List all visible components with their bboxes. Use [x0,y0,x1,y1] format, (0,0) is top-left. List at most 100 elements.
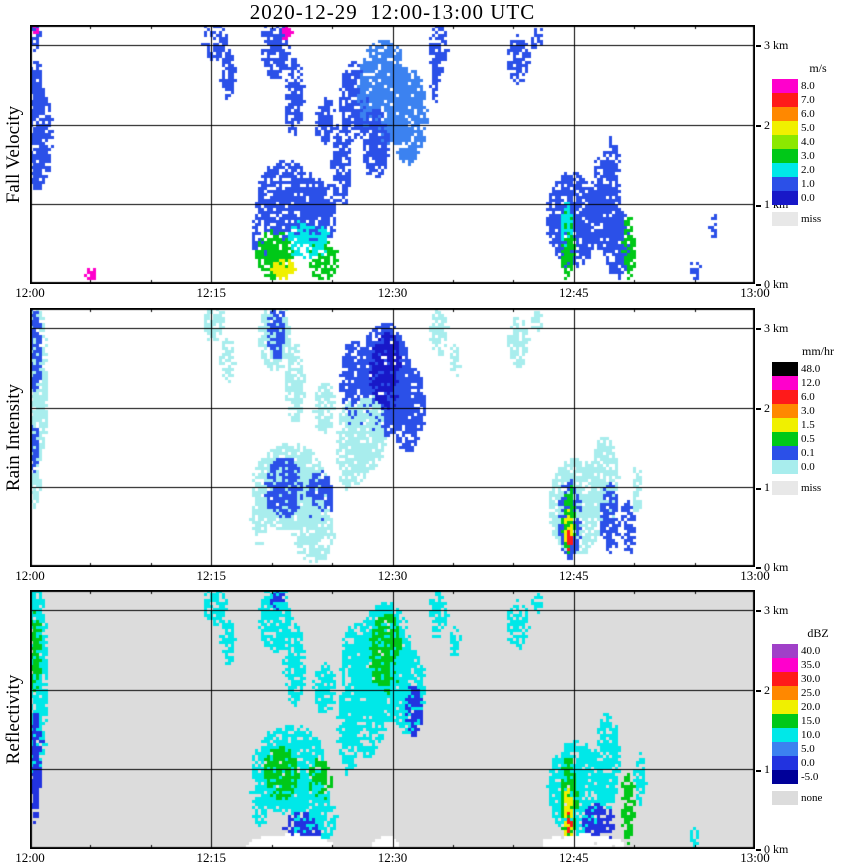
legend-color-swatch [772,481,798,495]
legend-color-swatch [772,770,798,784]
legend-entry: miss [772,481,850,495]
legend-value-label: 15.0 [801,715,821,727]
legend-value-label: 10.0 [801,729,821,741]
legend-value-label: -5.0 [801,771,819,783]
legend-entry: 0.5 [772,432,850,446]
legend-color-swatch [772,177,798,191]
time-tick-label: 12:45 [558,568,589,583]
legend-value-label: 0.5 [801,433,815,445]
legend-entry: 15.0 [772,714,850,728]
legend-value-label: 0.0 [801,461,815,473]
legend-value-label: 0.0 [801,757,815,769]
legend-color-swatch [772,404,798,418]
legend-color-swatch [772,135,798,149]
legend-value-label: 5.0 [801,743,815,755]
legend-entry: 40.0 [772,644,850,658]
legend-value-label: none [801,792,823,804]
legend-entry: 0.1 [772,446,850,460]
legend-entry: 5.0 [772,742,850,756]
legend-entry: 30.0 [772,672,850,686]
rain-intensity-plot-canvas [30,308,755,567]
legend-unit-label: dBZ [807,626,829,640]
legend-value-label: 5.0 [801,122,815,134]
legend-color-swatch [772,79,798,93]
legend-color-swatch [772,432,798,446]
legend-value-label: 1.0 [801,178,815,190]
legend-entry: 6.0 [772,390,850,404]
legend-color-swatch [772,658,798,672]
legend-color-swatch [772,418,798,432]
legend-value-label: 3.0 [801,150,815,162]
rain-intensity-legend: mm/hr 48.0 12.0 6.0 3.0 1.5 0.5 0.1 0.0 miss [772,344,850,495]
time-axis-labels: 12:00 12:15 12:30 12:45 13:00 [15,568,770,584]
legend-value-label: 30.0 [801,673,821,685]
legend-color-swatch [772,191,798,205]
legend-entry: miss [772,212,850,226]
height-tick-label: 0 km [756,277,788,292]
legend-value-label: 6.0 [801,108,815,120]
y-axis-label-rain-intensity: Rain Intensity [3,383,24,492]
panel-rain-intensity: Rain Intensity 3 km2 km1 km0 km 12:0012:… [0,308,850,586]
legend-value-label: 25.0 [801,687,821,699]
legend-value-label: 0.1 [801,447,815,459]
legend-color-swatch [772,390,798,404]
legend-color-swatch [772,446,798,460]
legend-color-swatch [772,376,798,390]
time-tick-label: 12:45 [558,285,589,300]
panel-reflectivity: Reflectivity 3 km2 km1 km0 km 12:0012:15… [0,590,850,868]
time-tick-label: 13:00 [740,850,770,865]
reflectivity-plot-canvas [30,590,755,849]
time-axis-labels: 12:00 12:15 12:30 12:45 13:00 [15,850,770,866]
legend-color-swatch [772,742,798,756]
legend-entry: 10.0 [772,728,850,742]
figure-title: 2020-12-29 12:00-13:00 UTC [249,0,536,24]
legend-color-swatch [772,362,798,376]
reflectivity-legend: dBZ 40.0 35.0 30.0 25.0 20.0 15.0 10.0 5.0 0.0 -5… [772,626,850,805]
time-tick-label: 12:15 [196,850,227,865]
legend-entry: 0.0 [772,191,850,205]
legend-value-label: 3.0 [801,405,815,417]
time-tick-label: 12:30 [377,285,408,300]
fall-velocity-legend: m/s 8.0 7.0 6.0 5.0 4.0 3.0 2.0 1.0 0.0 miss [772,61,850,226]
legend-entries: 8.0 7.0 6.0 5.0 4.0 3.0 2.0 1.0 0.0 miss [772,79,850,226]
panel-fall-velocity: Fall Velocity 3 km2 km1 km0 km 12:0012:1… [0,25,850,303]
height-tick-label: 0 km [756,842,788,857]
legend-color-swatch [772,460,798,474]
legend-entry: 7.0 [772,93,850,107]
legend-value-label: 12.0 [801,377,821,389]
legend-color-swatch [772,121,798,135]
time-tick-label: 12:30 [377,850,408,865]
legend-color-swatch [772,644,798,658]
time-tick-label: 12:00 [15,850,45,865]
legend-value-label: 35.0 [801,659,821,671]
legend-color-swatch [772,672,798,686]
height-tick-label: 3 km [756,603,788,618]
legend-entries: 48.0 12.0 6.0 3.0 1.5 0.5 0.1 0.0 miss [772,362,850,495]
legend-value-label: 8.0 [801,80,815,92]
time-tick-label: 12:15 [196,568,227,583]
legend-entry: 25.0 [772,686,850,700]
legend-value-label: 2.0 [801,164,815,176]
height-tick-label: 3 km [756,38,788,53]
legend-value-label: 20.0 [801,701,821,713]
legend-entry: 5.0 [772,121,850,135]
legend-value-label: 40.0 [801,645,821,657]
legend-entry: 6.0 [772,107,850,121]
legend-color-swatch [772,756,798,770]
legend-value-label: 7.0 [801,94,815,106]
legend-entry: 12.0 [772,376,850,390]
legend-entry: none [772,791,850,805]
legend-entry: 1.0 [772,177,850,191]
legend-entry: 3.0 [772,149,850,163]
time-tick-label: 12:45 [558,850,589,865]
legend-value-label: 1.5 [801,419,815,431]
legend-color-swatch [772,791,798,805]
legend-value-label: miss [801,213,822,225]
legend-color-swatch [772,714,798,728]
legend-entry: 20.0 [772,700,850,714]
time-tick-label: 13:00 [740,285,770,300]
time-tick-label: 12:00 [15,568,45,583]
legend-value-label: 6.0 [801,391,815,403]
legend-unit-label: m/s [809,61,827,75]
